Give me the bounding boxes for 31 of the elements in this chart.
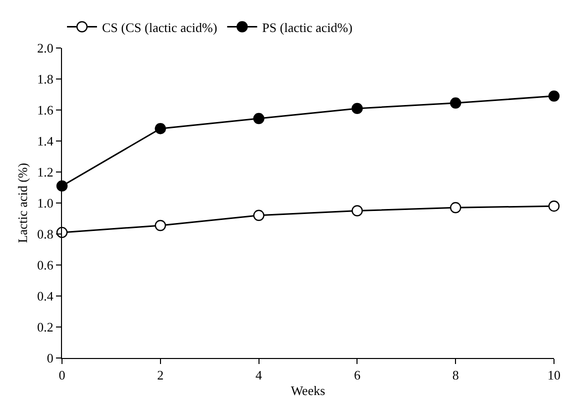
y-tick-label: 0.8: [37, 226, 54, 242]
x-tick-label: 2: [157, 368, 164, 383]
legend-label: CS (CS (lactic acid%): [102, 20, 218, 35]
x-tick-label: 6: [354, 368, 361, 383]
point: [450, 97, 462, 109]
point: [352, 102, 363, 114]
point: [450, 202, 462, 214]
legend-label: PS (lactic acid%): [262, 20, 352, 35]
x-tick-label: 0: [58, 368, 66, 383]
point: [154, 220, 166, 232]
y-tick-label: 1.4: [37, 134, 54, 149]
x-tick-label: 4: [256, 368, 263, 383]
y-tick-label: 0.4: [37, 288, 54, 304]
y-tick-label: 2.0: [37, 40, 54, 56]
y-tick-label: 0.2: [37, 320, 54, 335]
y-tick-label: 0: [46, 350, 54, 366]
point: [253, 210, 264, 221]
y-tick-label: 1.6: [37, 102, 54, 118]
y-axis-title: Lactic acid (%): [15, 162, 30, 244]
y-tick-label: 0.6: [37, 258, 54, 273]
point: [253, 112, 264, 124]
x-tick-label: 8: [452, 368, 459, 383]
point: [154, 123, 166, 134]
y-tick-label: 1.8: [37, 72, 54, 87]
x-tick-label: 10: [548, 368, 560, 383]
y-tick-label: 1.0: [37, 196, 54, 211]
x-axis-title: Weeks: [290, 383, 326, 398]
point: [548, 90, 560, 102]
y-tick-label: 1.2: [37, 164, 54, 180]
point: [352, 205, 363, 216]
point: [548, 200, 560, 212]
